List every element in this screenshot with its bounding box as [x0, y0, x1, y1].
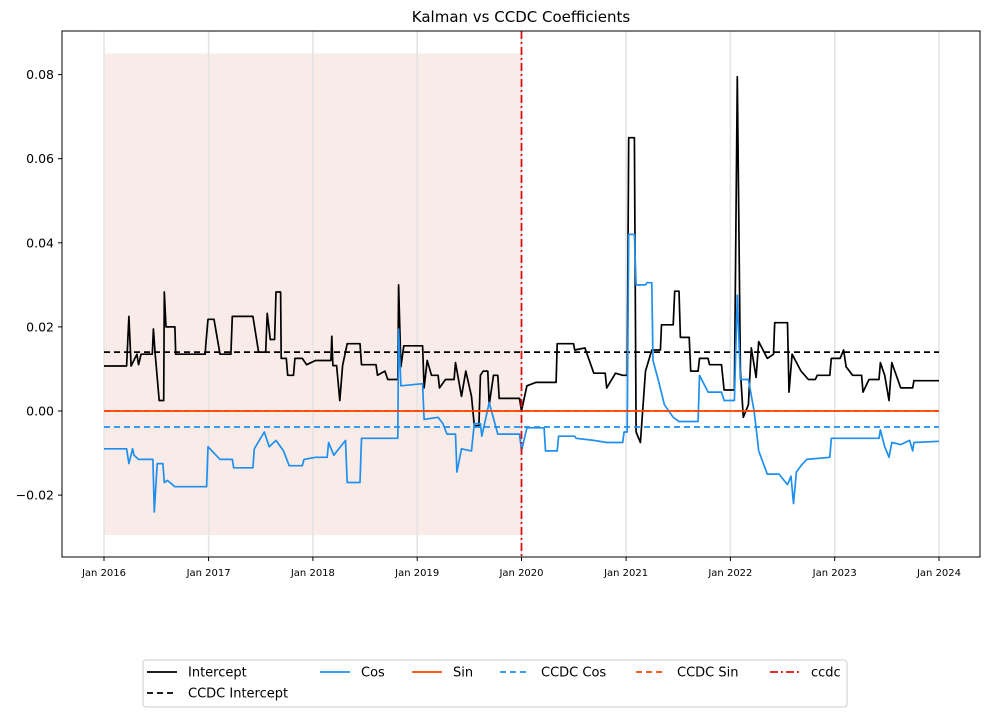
x-tick-label: Jan 2016	[81, 568, 126, 579]
x-tick-label: Jan 2018	[290, 568, 335, 579]
legend-label: CCDC Cos	[541, 666, 606, 681]
series-intercept	[104, 75, 939, 444]
x-tick-label: Jan 2021	[603, 568, 648, 579]
legend-label: Cos	[361, 666, 385, 681]
x-tick-label: Jan 2017	[186, 568, 231, 579]
y-tick-label: 0.00	[26, 404, 54, 419]
legend-label: Intercept	[188, 666, 247, 681]
y-tick-label: −0.02	[16, 488, 54, 503]
x-tick-label: Jan 2019	[394, 568, 439, 579]
plot-area: −0.02 0.00 0.02 0.04 0.06 0.08 Jan 2016 Jan 201…	[16, 30, 981, 579]
legend: Intercept CCDC Intercept Cos Sin CCDC Cos CCD…	[142, 659, 848, 708]
legend-label: ccdc	[811, 666, 841, 681]
legend-box	[142, 659, 848, 708]
x-tick-label: Jan 2023	[812, 568, 857, 579]
x-tick-label: Jan 2022	[707, 568, 752, 579]
y-tick-label: 0.08	[26, 67, 54, 82]
y-tick-label: 0.06	[26, 151, 54, 166]
y-tick-label: 0.02	[26, 319, 54, 334]
legend-label: CCDC Sin	[677, 666, 738, 681]
legend-label: CCDC Intercept	[188, 687, 288, 702]
chart-title: Kalman vs CCDC Coefficients	[412, 8, 631, 26]
y-tick-label: 0.04	[26, 235, 54, 250]
legend-label: Sin	[453, 666, 473, 681]
x-tick-label: Jan 2024	[916, 568, 961, 579]
x-tick-label: Jan 2020	[498, 568, 543, 579]
